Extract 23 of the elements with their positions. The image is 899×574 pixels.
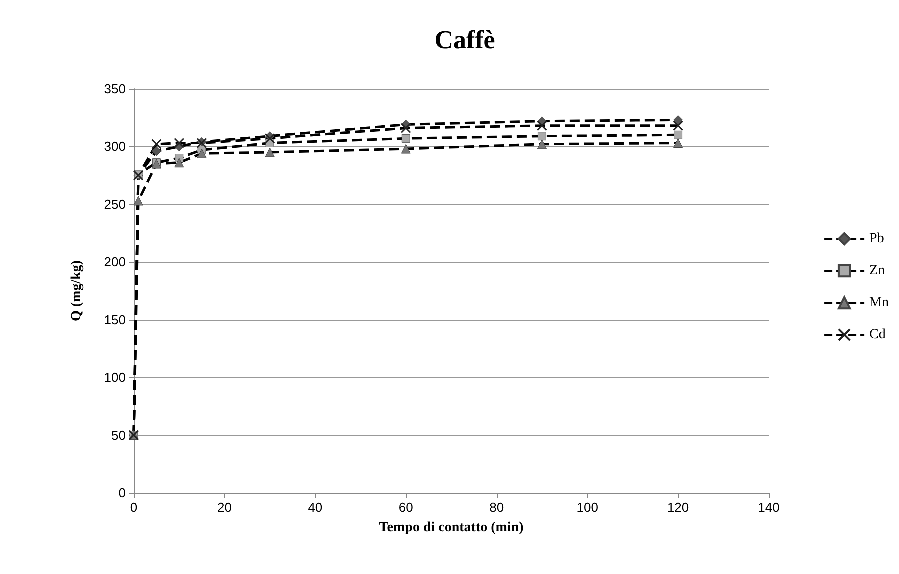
x-tick-label: 140: [758, 500, 780, 515]
y-tick-label: 100: [104, 370, 126, 386]
y-axis-title: Q (mg/kg): [70, 260, 84, 322]
y-tick-label: 50: [112, 428, 126, 443]
x-tick-label: 20: [217, 500, 232, 515]
x-tick-label: 80: [490, 500, 504, 515]
legend-label: Zn: [870, 264, 886, 278]
x-tick-label: 60: [398, 500, 414, 515]
legend-label: Cd: [870, 328, 886, 342]
y-tick-label: 350: [104, 82, 126, 96]
y-tick-label: 150: [104, 312, 126, 328]
y-tick-label: 300: [104, 139, 126, 154]
x-tick-label: 100: [576, 500, 598, 515]
chart-title: Caffè: [434, 26, 496, 54]
x-tick-label: 40: [308, 500, 323, 515]
y-tick-label: 0: [118, 486, 126, 500]
x-axis-title: Tempo di contatto (min): [379, 520, 524, 536]
legend-label: Mn: [870, 296, 890, 310]
y-tick-label: 200: [104, 254, 126, 270]
x-tick-label: 0: [130, 500, 138, 515]
x-tick-label: 120: [667, 500, 690, 515]
legend-label: Pb: [870, 232, 884, 246]
y-tick-label: 250: [104, 196, 126, 212]
